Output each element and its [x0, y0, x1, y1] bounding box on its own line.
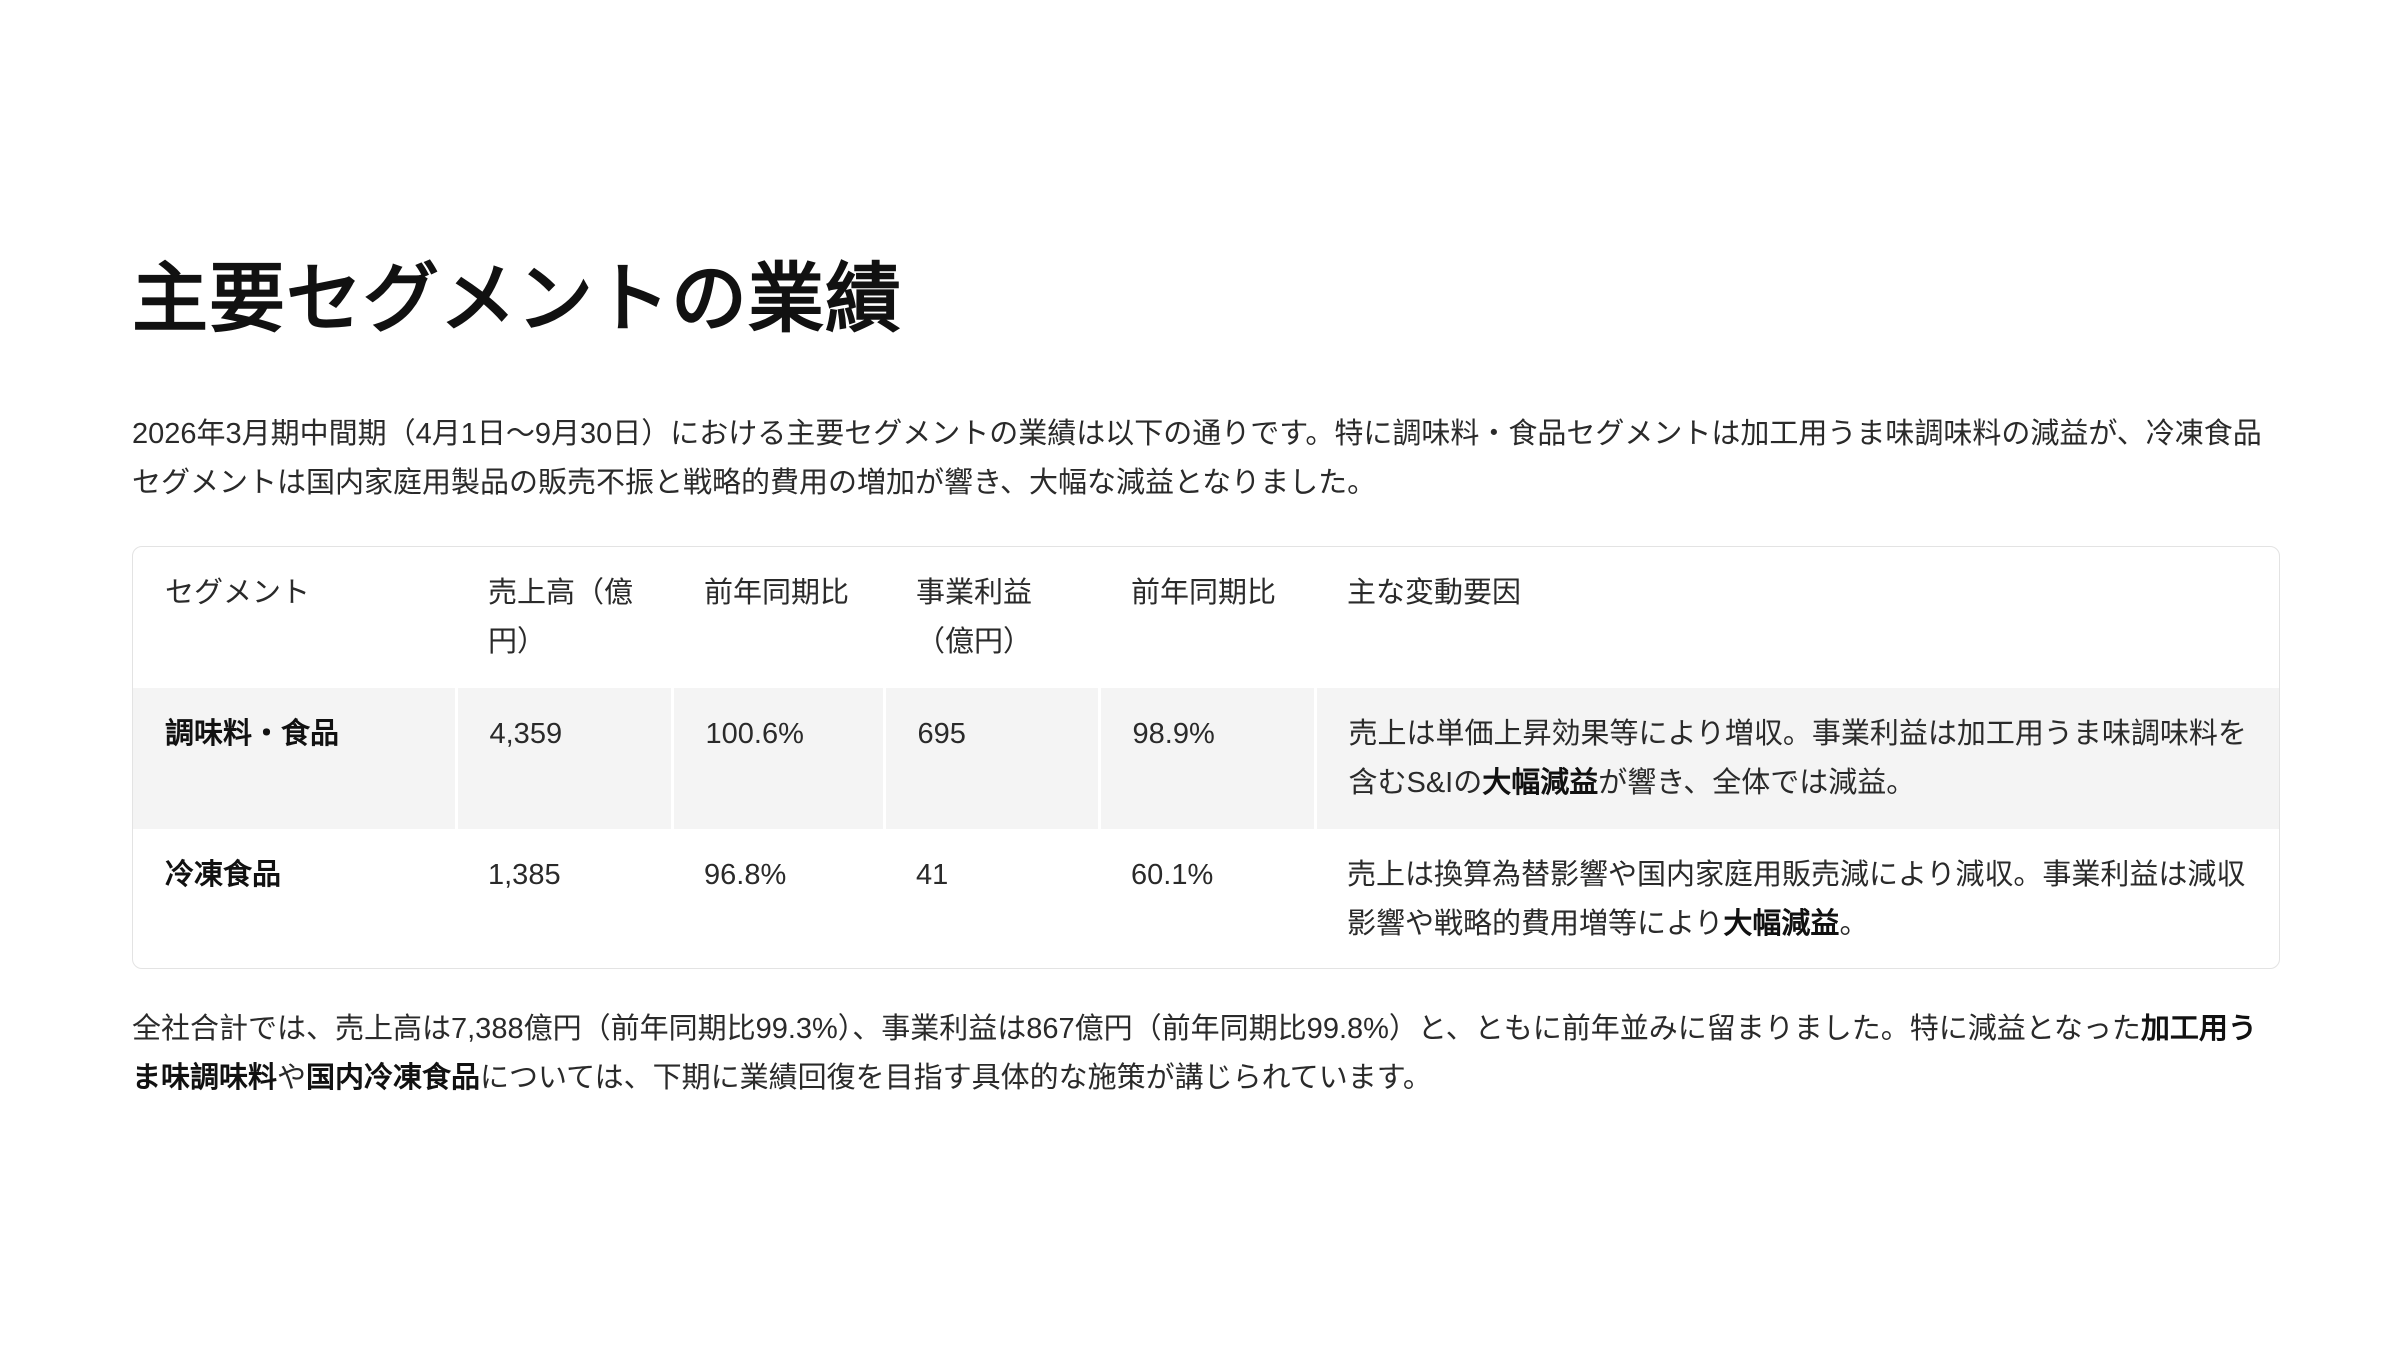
page-title: 主要セグメントの業績	[132, 257, 902, 342]
table-header-row: セグメント 売上高（億円） 前年同期比 事業利益（億円） 前年同期比 主な変動要…	[133, 547, 2279, 688]
summary-text: 全社合計では、売上高は7,388億円（前年同期比99.3%）、事業利益は867億…	[132, 1013, 2141, 1045]
segment-name: 調味料・食品	[133, 688, 458, 829]
summary-paragraph: 全社合計では、売上高は7,388億円（前年同期比99.3%）、事業利益は867億…	[132, 1005, 2282, 1103]
sales-value: 4,359	[456, 688, 674, 829]
factors-text: 売上は単価上昇効果等により増収。事業利益は加工用うま味調味料を含むS&Iの大幅減…	[1315, 688, 2279, 829]
summary-text: については、下期に業績回復を目指す具体的な施策が講じられています。	[480, 1062, 1432, 1094]
summary-text: や	[277, 1062, 307, 1094]
factors-text: 売上は換算為替影響や国内家庭用販売減により減収。事業利益は減収影響や戦略的費用増…	[1315, 829, 2279, 968]
header-sales-yoy: 前年同期比	[704, 577, 850, 609]
profit-value: 41	[916, 859, 949, 891]
header-sales: 売上高（億円）	[488, 577, 634, 658]
header-profit-yoy: 前年同期比	[1131, 577, 1277, 609]
factor-text: 売上は換算為替影響や国内家庭用販売減により減収。事業利益は減収影響や戦略的費用増…	[1347, 859, 2246, 940]
table-row: 調味料・食品 4,359 100.6% 695 98.9% 売上は単価上昇効果等…	[133, 688, 2279, 829]
segment-name: 冷凍食品	[165, 859, 282, 891]
segment-table: セグメント 売上高（億円） 前年同期比 事業利益（億円） 前年同期比 主な変動要…	[132, 546, 2280, 969]
profit-value: 695	[884, 688, 1101, 829]
factor-emphasis: 大幅減益	[1482, 767, 1599, 799]
sales-yoy-value: 100.6%	[672, 688, 886, 829]
profit-yoy-value: 60.1%	[1131, 859, 1214, 891]
factor-text: 売上は単価上昇効果等により増収。事業利益は加工用うま味調味料を含むS&Iの	[1348, 718, 2247, 799]
intro-paragraph: 2026年3月期中間期（4月1日〜9月30日）における主要セグメントの業績は以下…	[132, 418, 2262, 499]
header-segment: セグメント	[165, 577, 311, 609]
summary-emphasis: 国内冷凍食品	[306, 1062, 481, 1094]
summary-emphasis: 加工用うま味調味料	[132, 1013, 2257, 1094]
profit-yoy-value: 98.9%	[1099, 688, 1317, 829]
factor-text: が響き、全体では減益。	[1598, 767, 1916, 799]
sales-yoy-value: 96.8%	[704, 859, 787, 891]
factor-emphasis: 大幅減益	[1723, 908, 1840, 940]
table-row: 冷凍食品 1,385 96.8% 41 60.1% 売上は換算為替影響や国内家庭…	[133, 829, 2279, 968]
sales-value: 1,385	[488, 859, 561, 891]
header-factors: 主な変動要因	[1347, 577, 1522, 609]
factor-text: 。	[1839, 908, 1869, 940]
header-profit: 事業利益（億円）	[916, 577, 1033, 658]
